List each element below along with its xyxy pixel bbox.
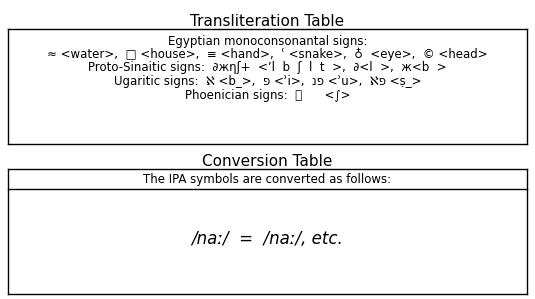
Text: Phoenician signs:  ᚠ      <∫>: Phoenician signs: ᚠ <∫> — [185, 89, 350, 103]
Text: Proto-Sinaitic signs:  ∂жηʃ+  <ʼl  b  ʃ  l  t  >,  ∂<l  >,  ж<b  >: Proto-Sinaitic signs: ∂жηʃ+ <ʼl b ʃ l t … — [88, 62, 447, 74]
Text: Transliteration Table: Transliteration Table — [190, 14, 345, 29]
Text: /naː/  =  /naː/, etc.: /naː/ = /naː/, etc. — [192, 230, 343, 248]
Text: Ugaritic signs:  ℵ <b_>,  פ <ʾi>,  נפ <ʾu>,  ℵפ <ṣ_>: Ugaritic signs: ℵ <b_>, פ <ʾi>, נפ <ʾu>,… — [114, 76, 421, 89]
Text: Egyptian monoconsonantal signs:: Egyptian monoconsonantal signs: — [168, 34, 367, 48]
Text: The IPA symbols are converted as follows:: The IPA symbols are converted as follows… — [143, 173, 392, 187]
Text: ≈ <water>,  □ <house>,  ≡ <hand>,  ʿ <snake>,  ♁  <eye>,  © <head>: ≈ <water>, □ <house>, ≡ <hand>, ʿ <snake… — [47, 47, 488, 61]
Text: Conversion Table: Conversion Table — [202, 154, 333, 169]
